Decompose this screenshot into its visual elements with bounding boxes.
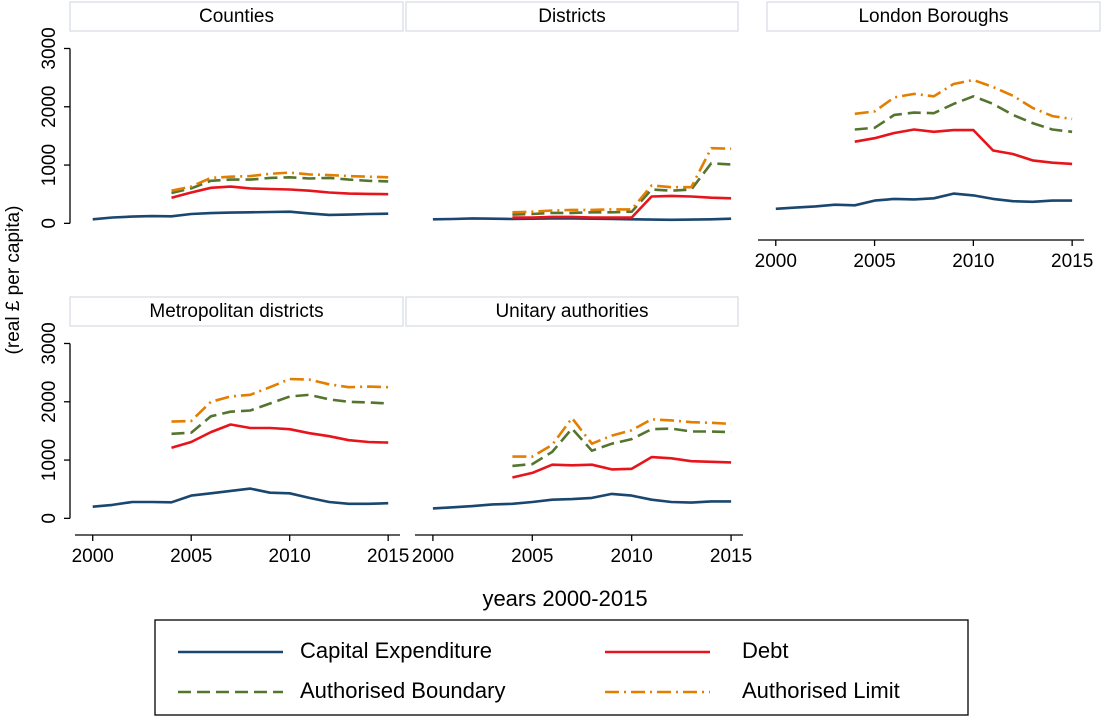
series-line xyxy=(854,78,1073,121)
y-axis-label: (real £ per capita) xyxy=(3,206,24,355)
panel-title: Counties xyxy=(199,6,274,27)
x-tick-label: 2000 xyxy=(755,251,797,272)
series-line xyxy=(432,492,732,510)
x-tick-label: 2010 xyxy=(611,546,653,567)
series-line xyxy=(854,95,1073,134)
y-tick-label: 2000 xyxy=(39,86,60,128)
panel-header xyxy=(766,1,1101,32)
y-tick-label: 0 xyxy=(39,218,60,229)
y-tick-label: 3000 xyxy=(39,27,60,69)
y-tick-label: 1000 xyxy=(39,144,60,186)
series-line xyxy=(171,377,389,423)
series-line xyxy=(171,393,389,436)
series-line xyxy=(92,210,389,221)
x-tick-label: 2010 xyxy=(269,546,311,567)
x-tick-label: 2000 xyxy=(412,546,454,567)
series-line xyxy=(171,171,389,192)
x-tick-label: 2015 xyxy=(367,546,409,567)
x-tick-label: 2005 xyxy=(511,546,553,567)
x-axis-label: years 2000-2015 xyxy=(482,586,647,611)
series-line xyxy=(512,416,732,458)
series-line xyxy=(512,427,732,468)
y-tick-label: 1000 xyxy=(39,439,60,481)
series-line xyxy=(512,162,732,216)
series-line xyxy=(854,128,1073,166)
x-tick-label: 2015 xyxy=(710,546,752,567)
series-line xyxy=(775,192,1073,211)
panel-header xyxy=(69,296,404,327)
panel-title: London Boroughs xyxy=(858,6,1008,27)
series-line xyxy=(512,194,732,219)
panel-header xyxy=(69,1,404,32)
y-tick-label: 0 xyxy=(39,513,60,524)
legend-label: Capital Expenditure xyxy=(300,638,492,663)
panel-title: Districts xyxy=(538,6,606,27)
legend-box xyxy=(154,619,969,716)
x-tick-label: 2000 xyxy=(72,546,114,567)
x-tick-label: 2005 xyxy=(170,546,212,567)
x-tick-label: 2015 xyxy=(1051,251,1093,272)
panel-header xyxy=(405,1,739,32)
legend-label: Debt xyxy=(742,638,788,663)
series-line xyxy=(171,176,389,195)
panel-title: Unitary authorities xyxy=(495,301,648,322)
series-line xyxy=(92,487,389,508)
series-line xyxy=(432,217,732,222)
panel-title: Metropolitan districts xyxy=(149,301,323,322)
legend-label: Authorised Limit xyxy=(742,678,900,703)
series-line xyxy=(171,185,389,199)
series-line xyxy=(171,423,389,450)
y-tick-label: 2000 xyxy=(39,381,60,423)
series-line xyxy=(512,146,732,214)
legend-label: Authorised Boundary xyxy=(300,678,505,703)
x-tick-label: 2005 xyxy=(853,251,895,272)
series-line xyxy=(512,455,732,479)
x-tick-label: 2010 xyxy=(952,251,994,272)
y-tick-label: 3000 xyxy=(39,322,60,364)
panel-header xyxy=(405,296,739,327)
